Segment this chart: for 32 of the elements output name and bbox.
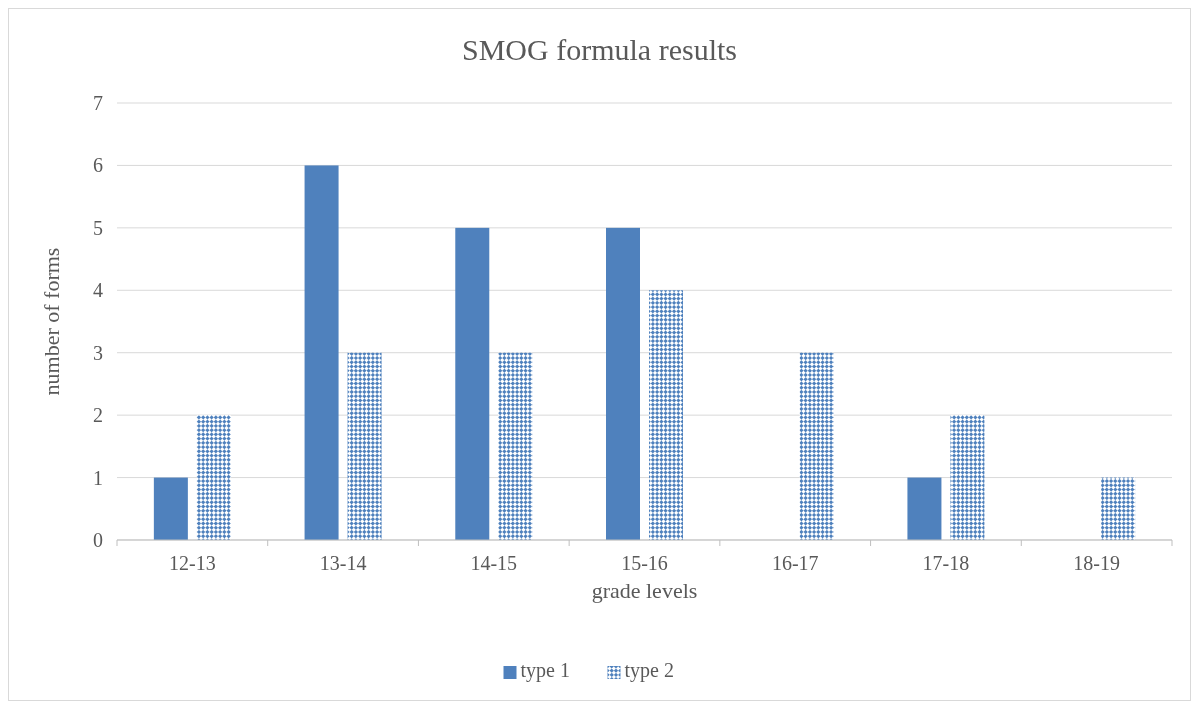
x-tick-label: 14-15 <box>470 552 518 574</box>
x-tick-label: 18-19 <box>1073 552 1120 574</box>
x-tick-label: 15-16 <box>621 552 668 574</box>
bar <box>907 477 942 540</box>
bar <box>196 415 231 540</box>
y-tick-label: 4 <box>93 279 103 302</box>
bar <box>606 227 640 540</box>
legend-label: type 1 <box>520 659 570 682</box>
x-tick-label: 12-13 <box>169 552 216 574</box>
x-tick-label: 13-14 <box>319 552 367 574</box>
bar <box>153 477 188 540</box>
bar <box>455 227 490 540</box>
y-tick-label: 2 <box>93 404 103 427</box>
bar <box>347 352 382 540</box>
y-tick-label: 3 <box>93 341 103 364</box>
y-tick-label: 0 <box>93 529 103 551</box>
y-tick-label: 6 <box>93 154 103 177</box>
bar <box>649 290 683 540</box>
x-tick-label: 17-18 <box>922 552 970 574</box>
y-tick-label: 7 <box>93 92 103 114</box>
bar <box>799 352 834 540</box>
bar <box>950 415 985 540</box>
bar <box>498 352 533 540</box>
y-axis-title: number of forms <box>39 247 64 396</box>
bar <box>1101 477 1136 540</box>
bar <box>304 165 339 540</box>
y-tick-label: 1 <box>93 466 103 489</box>
y-tick-label: 5 <box>93 216 103 239</box>
legend-label: type 2 <box>624 659 674 682</box>
x-tick-label: 16-17 <box>771 552 819 574</box>
chart-title: SMOG formula results <box>462 33 737 66</box>
x-axis-title: grade levels <box>591 578 698 603</box>
